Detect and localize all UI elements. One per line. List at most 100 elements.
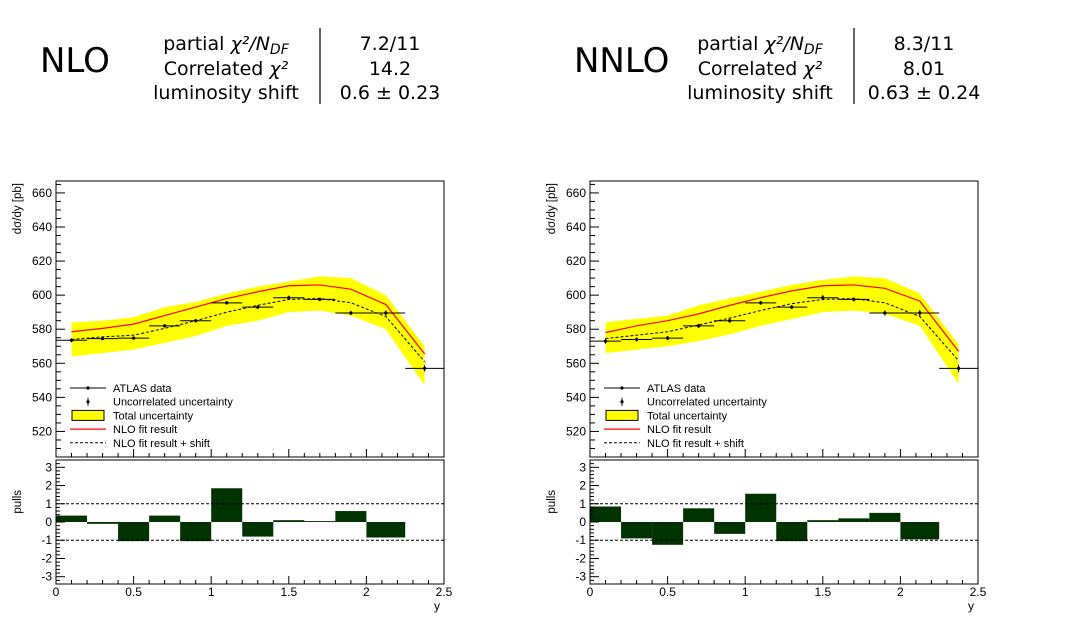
stat-label: partial χ²/NDF <box>163 33 289 58</box>
stat-label-subscript: DF <box>804 42 824 58</box>
stat-label-text: Correlated <box>698 58 804 80</box>
stat-label-text: luminosity shift <box>153 82 299 104</box>
data-point <box>318 297 322 302</box>
legend-label: NLO fit result + shift <box>647 438 744 450</box>
data-point <box>852 297 856 302</box>
x-tick-label: 2 <box>363 585 370 599</box>
legend-data-dot <box>86 386 90 390</box>
pull-bar <box>590 506 622 522</box>
pull-y-tick-label: 0 <box>579 515 586 529</box>
nlo-fit-shift-line <box>605 298 959 362</box>
legend: ATLAS data Uncorrelated uncertaintyTotal … <box>604 383 767 450</box>
pulls-plot: -3 -2 -1 0 1 2 3 0 0.5 1 1.5 2 2.5y pulls <box>546 459 987 613</box>
total-uncertainty-band <box>71 276 425 386</box>
pull-y-tick-label: -3 <box>575 570 586 584</box>
y-tick-label: 640 <box>566 220 586 234</box>
data-point <box>883 311 887 315</box>
pull-y-tick-label: 2 <box>45 479 52 493</box>
nlo-figure: NLO partial χ²/NDF 7.2/11 Correlated χ² 14.2… <box>12 28 453 613</box>
stat-label: Correlated χ² <box>698 58 823 80</box>
x-tick-label: 0 <box>587 585 594 599</box>
data-point <box>349 311 353 315</box>
data-point <box>790 305 794 309</box>
data-point <box>603 339 608 343</box>
data-point <box>666 336 670 340</box>
y-tick-label: 620 <box>566 254 586 268</box>
nlo-fit-line <box>71 284 426 355</box>
pull-y-tick-label: -2 <box>41 551 52 565</box>
pull-bar <box>869 512 901 522</box>
pull-bar <box>149 515 181 522</box>
pull-y-tick-label: -1 <box>41 533 52 547</box>
pull-y-tick-label: 0 <box>45 515 52 529</box>
order-label: NNLO <box>574 41 669 81</box>
pulls-axis-label: pulls <box>546 490 558 514</box>
legend-uncorr-dot <box>620 400 624 404</box>
y-tick-label: 560 <box>32 356 52 370</box>
legend-band-swatch <box>71 409 105 421</box>
data-point <box>423 366 427 371</box>
stat-value: 7.2/11 <box>360 33 421 55</box>
pull-bar <box>335 511 367 522</box>
data-point <box>918 311 922 315</box>
data-point <box>697 324 701 328</box>
stats-header: NNLO partial χ²/NDF 8.3/11 Correlated χ² 8.0… <box>574 28 980 104</box>
x-tick-label: 0.5 <box>659 585 676 599</box>
stat-value: 8.01 <box>903 58 945 80</box>
pull-y-tick-label: -1 <box>575 533 586 547</box>
legend-data-dot <box>620 386 624 390</box>
stat-label: luminosity shift <box>153 82 299 104</box>
pull-bar <box>807 520 839 522</box>
stat-label-math: χ² <box>268 58 288 80</box>
main-frame <box>55 180 445 458</box>
stat-label-math: χ²/N <box>229 33 269 55</box>
y-tick-label: 540 <box>32 390 52 404</box>
pull-bar <box>242 522 274 537</box>
data-point <box>132 336 136 340</box>
pull-y-tick-label: 3 <box>45 460 52 474</box>
pull-y-tick-label: 3 <box>579 460 586 474</box>
y-tick-label: 600 <box>566 288 586 302</box>
nlo-fit-shift-line <box>71 298 425 362</box>
y-tick-label: 560 <box>566 356 586 370</box>
pull-bar <box>56 515 88 522</box>
x-tick-label: 1 <box>742 585 749 599</box>
stat-label-math: χ² <box>802 58 822 80</box>
total-uncertainty-band <box>605 276 959 384</box>
y-tick-label: 520 <box>32 424 52 438</box>
order-label: NLO <box>40 41 110 81</box>
y-tick-label: 640 <box>32 220 52 234</box>
data-point <box>287 296 291 300</box>
y-tick-label: 660 <box>32 186 52 200</box>
pull-y-tick-label: -3 <box>41 570 52 584</box>
stat-label: partial χ²/NDF <box>697 33 823 58</box>
stat-label: Correlated χ² <box>164 58 289 80</box>
pull-y-tick-label: -2 <box>575 551 586 565</box>
x-tick-label: 1.5 <box>814 585 831 599</box>
pull-bar <box>838 518 870 522</box>
x-axis-label: y <box>968 599 974 613</box>
pull-bar <box>776 522 808 542</box>
legend-label: Total uncertainty <box>113 410 194 422</box>
legend-label: NLO fit result <box>647 424 711 436</box>
y-tick-label: 540 <box>566 390 586 404</box>
y-axis-label: dσ/dy [pb] <box>12 183 24 234</box>
pull-bar <box>211 488 243 522</box>
data-point <box>957 366 961 371</box>
legend-label: Uncorrelated uncertainty <box>113 397 233 409</box>
pull-bar <box>745 493 777 522</box>
pull-bar <box>714 522 746 534</box>
pull-bar <box>180 522 212 542</box>
data-point <box>728 319 732 323</box>
data-point <box>384 311 388 315</box>
legend-label: Uncorrelated uncertainty <box>647 397 767 409</box>
panel-nnlo: NNLO partial χ²/NDF 8.3/11 Correlated χ² 8.0… <box>534 0 1068 638</box>
stat-value: 0.6 ± 0.23 <box>340 82 441 104</box>
pulls-plot: -3 -2 -1 0 1 2 3 0 0.5 1 1.5 2 2.5y pulls <box>12 459 453 613</box>
data-point <box>759 301 763 305</box>
stat-value: 8.3/11 <box>894 33 955 55</box>
legend-label: NLO fit result <box>113 424 177 436</box>
y-tick-label: 600 <box>32 288 52 302</box>
x-tick-label: 2.5 <box>436 585 453 599</box>
x-tick-label: 2.5 <box>970 585 987 599</box>
